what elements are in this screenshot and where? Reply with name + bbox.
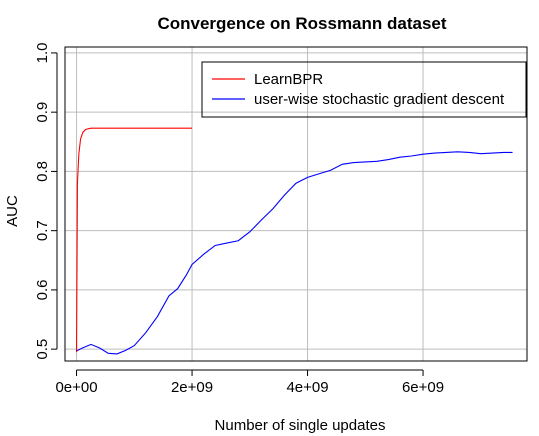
y-tick-label-1: 0.6 xyxy=(34,279,51,300)
legend-label-learnbpr: LearnBPR xyxy=(254,71,323,88)
y-axis: 0.5 0.6 0.7 0.8 0.9 1.0 xyxy=(34,42,58,360)
y-tick-label-3: 0.8 xyxy=(34,161,51,182)
series-line-0 xyxy=(76,127,193,353)
x-tick-label-3: 6e+09 xyxy=(402,379,444,396)
x-axis: 0e+00 2e+09 4e+09 6e+09 xyxy=(55,369,444,396)
y-tick-label-0: 0.5 xyxy=(34,339,51,360)
y-tick-label-4: 0.9 xyxy=(34,102,51,123)
x-tick-label-0: 0e+00 xyxy=(55,379,97,396)
series-line-1 xyxy=(76,151,513,355)
y-axis-label: AUC xyxy=(4,195,21,227)
legend-box xyxy=(201,61,527,118)
grid xyxy=(65,47,527,361)
legend-label-user-wise-sgd: user-wise stochastic gradient descent xyxy=(254,91,505,108)
y-tick-label-5: 1.0 xyxy=(34,42,51,63)
plot-frame xyxy=(64,46,528,362)
chart-title: Convergence on Rossmann dataset xyxy=(157,14,446,33)
x-axis-label: Number of single updates xyxy=(215,417,386,434)
x-tick-label-1: 2e+09 xyxy=(171,379,213,396)
legend: LearnBPR user-wise stochastic gradient d… xyxy=(201,61,527,118)
y-tick-label-2: 0.7 xyxy=(34,220,51,241)
x-tick-label-2: 4e+09 xyxy=(286,379,328,396)
series-group xyxy=(76,127,513,355)
